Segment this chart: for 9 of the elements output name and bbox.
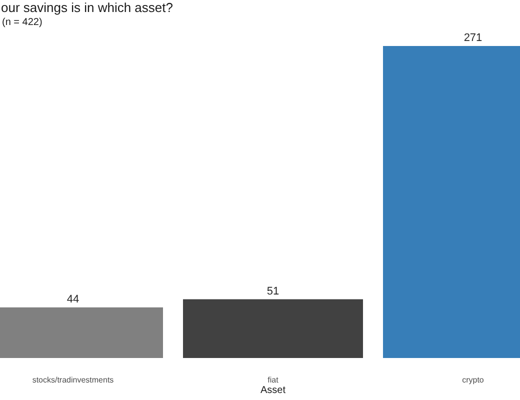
chart-title: our savings is in which asset? [1, 0, 173, 15]
data-label: 51 [266, 285, 280, 298]
data-label: 271 [464, 32, 482, 44]
x-tick-label: stocks/tradinvestments [32, 376, 114, 384]
chart-subtitle: (n = 422) [2, 16, 42, 29]
x-tick-label: fiat [268, 376, 280, 384]
x-tick-label: crypto [462, 376, 484, 384]
x-axis-title: Asset [259, 384, 286, 398]
data-label: 44 [66, 293, 80, 306]
